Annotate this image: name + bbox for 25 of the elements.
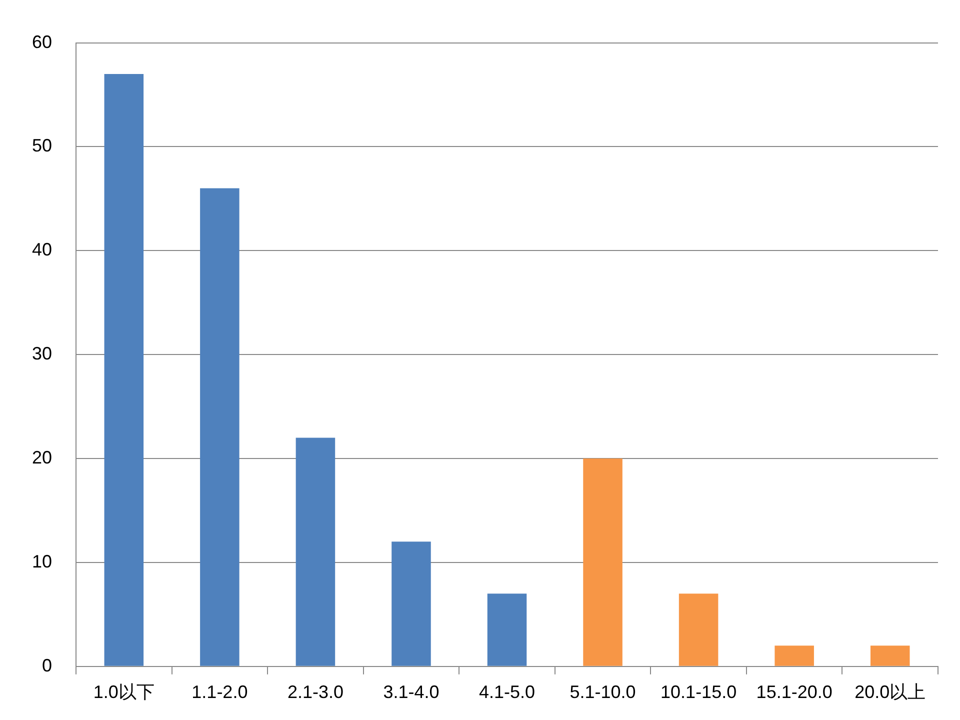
y-tick-label: 10	[32, 551, 52, 572]
bar	[296, 438, 336, 666]
bar	[392, 542, 431, 666]
bar	[583, 458, 622, 666]
x-tick-label: 20.0以上	[854, 682, 926, 702]
y-tick-label: 60	[32, 32, 52, 52]
x-tick-label: 1.0以下	[93, 682, 154, 702]
x-tick-label: 4.1-5.0	[478, 682, 536, 702]
y-tick-label: 30	[32, 344, 52, 364]
y-tick-label: 50	[32, 136, 52, 156]
bar	[487, 594, 527, 666]
x-tick-label: 15.1-20.0	[756, 682, 832, 702]
x-tick-label: 2.1-3.0	[287, 682, 344, 702]
y-tick-label: 0	[42, 655, 52, 676]
bar	[104, 74, 144, 666]
x-tick-label: 3.1-4.0	[383, 682, 440, 702]
x-tick-label: 5.1-10.0	[570, 682, 636, 702]
bar	[774, 646, 814, 666]
bar	[200, 188, 240, 666]
x-tick-label: 1.1-2.0	[192, 682, 248, 702]
bar	[678, 594, 718, 666]
bar	[870, 646, 910, 666]
y-tick-label: 40	[32, 240, 52, 260]
x-tick-label: 10.1-15.0	[660, 682, 737, 702]
y-tick-label: 20	[32, 448, 52, 468]
